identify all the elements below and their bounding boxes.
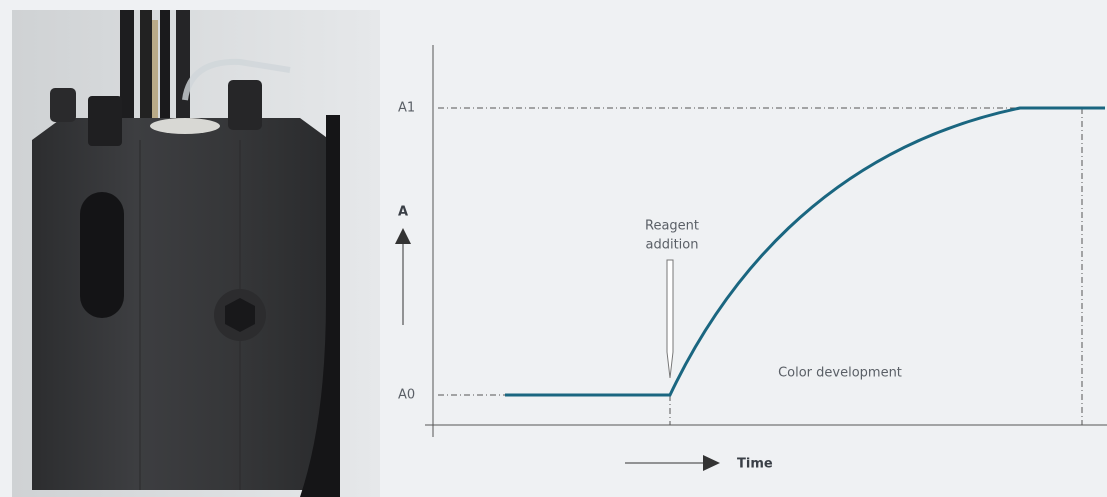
- annotation: addition: [646, 238, 699, 253]
- x-arrowhead: [703, 455, 720, 471]
- level-label: A1: [398, 101, 415, 116]
- annotation: Color development: [778, 366, 902, 381]
- y-arrowhead: [395, 228, 411, 244]
- level-label: A0: [398, 388, 415, 403]
- annotation: Reagent: [645, 219, 699, 234]
- photo: [12, 10, 380, 497]
- x-label: Time: [737, 457, 773, 472]
- reagent-arrow: [666, 259, 674, 379]
- curve: [505, 106, 1105, 397]
- y-label: A: [398, 205, 408, 220]
